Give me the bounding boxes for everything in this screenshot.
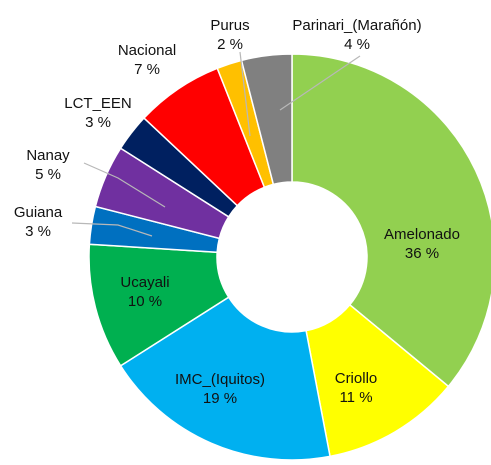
data-label-nacional: Nacional 7 % — [118, 42, 176, 78]
slice-value-label: 10 % — [128, 293, 162, 310]
slice-name-label: Amelonado — [384, 226, 460, 243]
slice-name-label: Criollo — [335, 370, 378, 387]
slice-imc-iquitos — [119, 296, 331, 461]
leader-lines-layer — [71, 51, 361, 237]
slice-parinari-mara-n — [240, 53, 293, 186]
slice-name-label: Purus — [210, 17, 249, 34]
leader-line-parinari-mara-n — [279, 55, 361, 111]
slice-value-label: 36 % — [405, 245, 439, 262]
slice-value-label: 7 % — [134, 61, 160, 78]
slice-value-label: 19 % — [203, 390, 237, 407]
data-label-guiana: Guiana 3 % — [14, 204, 63, 240]
labels-layer: Amelonado 36 % Criollo 11 % IMC_(Iquitos) 19 … — [14, 17, 460, 407]
data-label-nanay: Nanay 5 % — [26, 147, 70, 183]
slice-name-label: LCT_EEN — [64, 95, 132, 112]
slice-value-label: 4 % — [344, 36, 370, 53]
slices-layer — [88, 53, 491, 461]
data-label-ucayali: Ucayali 10 % — [120, 274, 169, 310]
slice-value-label: 11 % — [339, 389, 372, 406]
slice-value-label: 3 % — [85, 114, 111, 131]
data-label-purus: Purus 2 % — [210, 17, 249, 53]
data-label-criollo: Criollo 11 % — [335, 370, 378, 406]
slice-name-label: Nanay — [26, 147, 70, 164]
slice-name-label: Nacional — [118, 42, 176, 59]
slice-name-label: IMC_(Iquitos) — [175, 371, 265, 388]
slice-value-label: 2 % — [217, 36, 243, 53]
leader-line-purus — [239, 51, 251, 137]
slice-name-label: Parinari_(Marañón) — [292, 17, 421, 34]
data-label-amelonado: Amelonado 36 % — [384, 226, 460, 262]
data-label-imc-iquitos: IMC_(Iquitos) 19 % — [175, 371, 265, 407]
leader-line-nanay — [83, 162, 166, 208]
slice-amelonado — [291, 53, 491, 388]
slice-name-label: Ucayali — [120, 274, 169, 291]
slice-value-label: 5 % — [35, 166, 61, 183]
leader-line-guiana — [71, 222, 153, 237]
slice-name-label: Guiana — [14, 204, 63, 221]
slice-value-label: 3 % — [25, 223, 51, 240]
data-label-lct-een: LCT_EEN 3 % — [64, 95, 132, 131]
data-label-parinari-mara-n: Parinari_(Marañón) 4 % — [292, 17, 421, 53]
